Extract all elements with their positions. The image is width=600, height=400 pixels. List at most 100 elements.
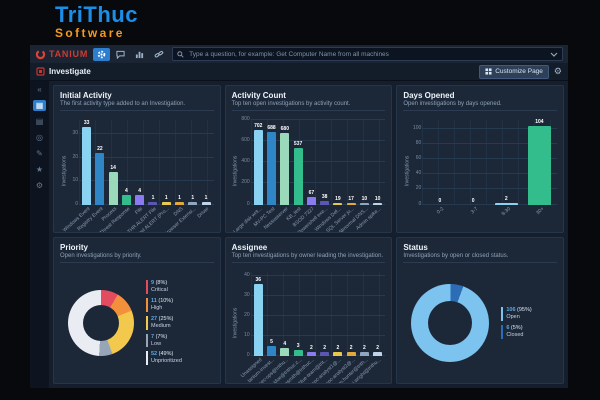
bar-soc-analyst1@...[interactable] (333, 351, 343, 356)
bar-value-label: 2 (323, 344, 326, 351)
bar-Registry Event[interactable] (95, 152, 105, 205)
legend-count[interactable]: 9 (151, 280, 155, 287)
bar-value-label: 2 (309, 344, 313, 351)
link-icon[interactable] (150, 48, 167, 61)
bar-Windows Event[interactable] (82, 127, 92, 205)
chat-icon[interactable] (112, 48, 129, 61)
bar-value-label: 22 (97, 145, 103, 152)
legend-item-Critical[interactable]: 9 (8%) Critical (146, 280, 182, 295)
legend-item-Closed[interactable]: 6 (5%) Closed (501, 324, 531, 339)
bar-Admin spike...[interactable] (373, 203, 383, 205)
page-settings-gear-icon[interactable]: ⚙ (553, 66, 562, 76)
bar-KB_test[interactable] (293, 147, 303, 205)
y-tick-label: 20 (415, 185, 422, 192)
legend-color-swatch (146, 351, 148, 366)
legend-item-Medium[interactable]: 27 (25%) Medium (146, 315, 182, 330)
donut-ring[interactable] (68, 289, 134, 356)
reports-icon[interactable]: ✎ (36, 149, 43, 158)
bar-BSOD 7327[interactable] (306, 197, 316, 205)
gridline (422, 143, 557, 145)
bar-value-label: 3 (296, 342, 300, 349)
favorites-icon[interactable]: ★ (35, 165, 44, 174)
y-tick-label: 20 (244, 311, 250, 318)
chevron-down-icon[interactable] (550, 52, 558, 57)
legend-count[interactable]: 27 (151, 315, 158, 322)
y-tick-label: 30 (244, 291, 250, 298)
bar-value-label: 4 (138, 188, 142, 195)
bar-value-label: 5 (270, 338, 273, 345)
card-subtitle: Open investigations by days opened. (403, 101, 557, 111)
assignee-bar-chart: Investigations 0 10 20 30 40 36 5 4 3 2 2 2 2 2 2 Unassi… (232, 266, 386, 383)
legend-item-Open[interactable]: 106 (95%) Open (501, 307, 532, 321)
legend-item-High[interactable]: 11 (10%) High (146, 298, 182, 312)
gridline (79, 180, 214, 182)
question-search-bar (172, 47, 563, 61)
legend-label: Critical (151, 287, 168, 294)
tanium-logo-icon (35, 49, 46, 60)
bar-Unassigned[interactable] (253, 283, 263, 356)
bar-m.hunter@trith...[interactable] (359, 351, 369, 356)
legend-count[interactable]: 11 (151, 298, 157, 305)
bar-value-label: 36 (255, 276, 262, 283)
gridline (250, 161, 386, 163)
bar-THR ALERT File[interactable] (148, 202, 158, 205)
legend-count[interactable]: 7 (151, 333, 155, 340)
legend-item-Unprioritized[interactable]: 52 (49%) Unprioritized (146, 351, 182, 366)
card-activity-count: Activity Count Top ten open investigatio… (224, 85, 393, 233)
bar-SQL Server jo...[interactable] (346, 202, 356, 205)
legend-label: Medium (151, 322, 171, 329)
bar-Windows Def...[interactable] (333, 202, 343, 205)
bar-jdoe@trithuc.c...[interactable] (293, 349, 303, 356)
bar-Powershell exe...[interactable] (320, 200, 330, 205)
legend-color-swatch (501, 324, 504, 339)
bar-value-label: 38 (321, 193, 328, 200)
bar-chart-icon[interactable] (131, 48, 148, 61)
search-input[interactable] (187, 49, 547, 59)
legend-label: Closed (506, 331, 524, 338)
legend-count[interactable]: 106 (506, 307, 516, 313)
y-tick-label: 200 (241, 179, 250, 186)
legend-label: High (151, 305, 163, 311)
legend-count[interactable]: 6 (506, 324, 510, 331)
legend-count[interactable]: 52 (151, 351, 158, 358)
bar-8-30[interactable] (494, 203, 518, 205)
donut-ring[interactable] (411, 283, 490, 362)
bar-Intel ALERT (Pro...[interactable] (161, 202, 171, 205)
history-icon[interactable]: ◎ (36, 133, 43, 142)
bar-Large disk writ...[interactable] (253, 130, 263, 205)
bar-Abnormal DNS...[interactable] (359, 203, 369, 205)
tanium-brand: TANIUM (35, 49, 88, 60)
y-tick-label: 10 (72, 177, 78, 184)
bar-DNS[interactable] (174, 202, 185, 205)
bar-tanium-invest...[interactable] (267, 345, 277, 356)
legend-item-Low[interactable]: 7 (7%) Low (146, 333, 182, 348)
modules-icon[interactable]: ▦ (33, 100, 46, 111)
gear-icon[interactable] (93, 47, 111, 61)
bar-soc-analyst2@...[interactable] (346, 351, 356, 356)
dashboards-icon[interactable]: ▤ (35, 117, 44, 126)
collapse-icon[interactable]: « (37, 85, 42, 94)
bar-blue-team@trit...[interactable] (320, 351, 330, 356)
bar-MV-PC Test[interactable] (267, 131, 277, 205)
settings-icon[interactable]: ⚙ (35, 181, 44, 190)
y-tick-label: 100 (412, 125, 422, 132)
page-title: Investigate (49, 67, 91, 76)
donut-hole (428, 300, 473, 345)
bar-value-label: 19 (335, 195, 341, 202)
bar-asmith@trithuc...[interactable] (306, 351, 316, 356)
gridline (422, 173, 557, 175)
bar-File[interactable] (135, 195, 145, 205)
bar-Nessusserver[interactable] (280, 132, 290, 205)
bar-sec-ops@trithu...[interactable] (280, 347, 290, 356)
customize-page-button[interactable]: Customize Page (479, 64, 549, 79)
status-donut-chart: 106 (95%) Open 6 (5%) Closed (403, 266, 557, 381)
y-tick-label: 80 (415, 140, 422, 147)
bar-Threat Response[interactable] (121, 195, 131, 205)
bar-Driver[interactable] (201, 202, 211, 205)
card-subtitle: The first activity type added to an Inve… (60, 101, 214, 111)
bar-j.wright@trithu...[interactable] (373, 351, 383, 356)
logo-line1: TriThuc (55, 2, 138, 27)
bar-30+[interactable] (528, 126, 551, 205)
bar-Browser Extensi...[interactable] (188, 202, 198, 205)
bar-Process[interactable] (108, 171, 118, 205)
